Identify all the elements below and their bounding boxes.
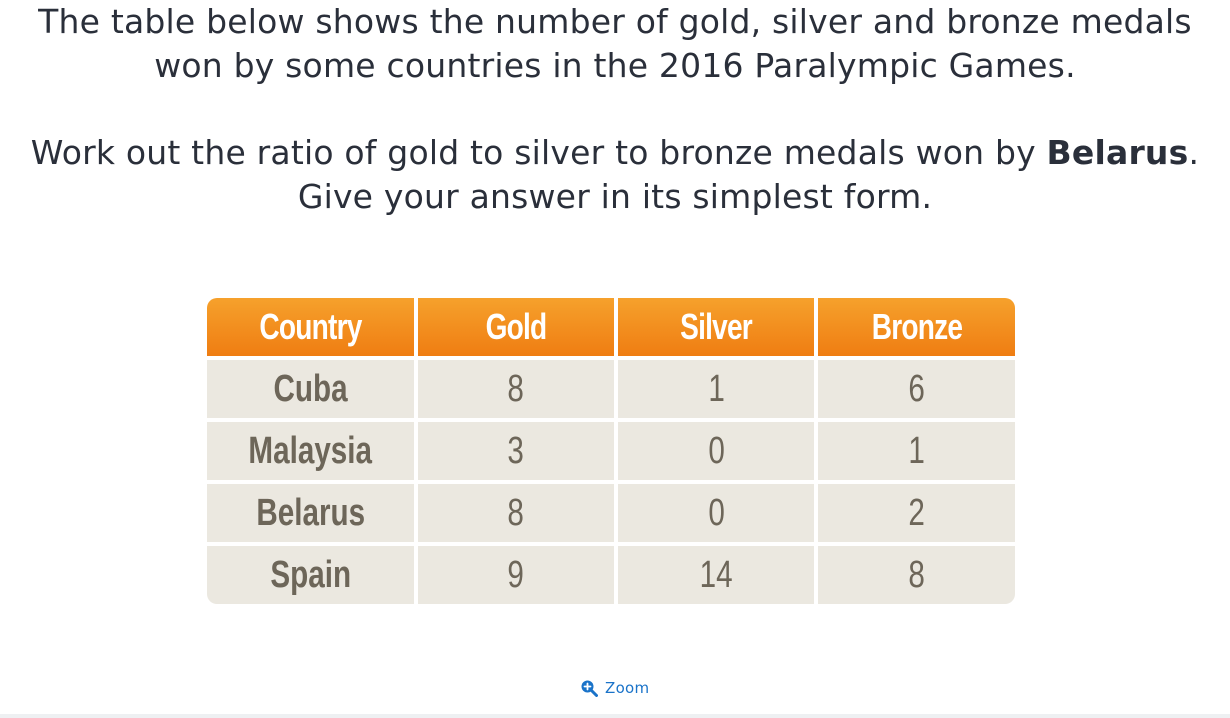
bottom-divider: [0, 714, 1230, 718]
cell-country: Cuba: [207, 360, 414, 418]
medal-table-container: Country Gold Silver Bronze Cuba 8 1 6 Ma…: [207, 298, 1019, 610]
cell-country: Belarus: [207, 484, 414, 542]
task-paragraph: Work out the ratio of gold to silver to …: [0, 131, 1230, 219]
task-line-2: Give your answer in its simplest form.: [297, 177, 933, 216]
table-row: Belarus 8 0 2: [207, 484, 1015, 542]
intro-paragraph: The table below shows the number of gold…: [0, 0, 1230, 88]
header-gold: Gold: [417, 298, 615, 356]
zoom-button[interactable]: Zoom: [580, 678, 649, 698]
zoom-in-icon: [581, 680, 598, 697]
cell-gold: 3: [417, 422, 615, 480]
table-row: Spain 9 14 8: [207, 546, 1015, 604]
zoom-label: Zoom: [605, 679, 650, 697]
header-bronze: Bronze: [818, 298, 1015, 356]
header-silver: Silver: [618, 298, 815, 356]
table-header-row: Country Gold Silver Bronze: [207, 298, 1015, 356]
cell-gold: 8: [417, 484, 615, 542]
cell-silver: 0: [618, 422, 815, 480]
question-text: The table below shows the number of gold…: [0, 0, 1230, 219]
cell-gold: 8: [417, 360, 615, 418]
task-prefix: Work out the ratio of gold to silver to …: [30, 133, 1047, 172]
task-suffix: .: [1188, 133, 1200, 172]
cell-bronze: 2: [818, 484, 1015, 542]
table-row: Malaysia 3 0 1: [207, 422, 1015, 480]
cell-silver: 0: [618, 484, 815, 542]
cell-country: Spain: [207, 546, 414, 604]
cell-bronze: 1: [818, 422, 1015, 480]
cell-bronze: 8: [818, 546, 1015, 604]
cell-silver: 14: [618, 546, 815, 604]
header-country: Country: [207, 298, 414, 356]
cell-gold: 9: [417, 546, 615, 604]
medal-table: Country Gold Silver Bronze Cuba 8 1 6 Ma…: [203, 294, 1019, 608]
task-country: Belarus: [1046, 133, 1189, 172]
cell-silver: 1: [618, 360, 815, 418]
cell-bronze: 6: [818, 360, 1015, 418]
table-row: Cuba 8 1 6: [207, 360, 1015, 418]
intro-line-2: won by some countries in the 2016 Paraly…: [154, 46, 1076, 85]
intro-line-1: The table below shows the number of gold…: [38, 2, 1192, 41]
task-line-1: Work out the ratio of gold to silver to …: [0, 131, 1230, 175]
cell-country: Malaysia: [207, 422, 414, 480]
